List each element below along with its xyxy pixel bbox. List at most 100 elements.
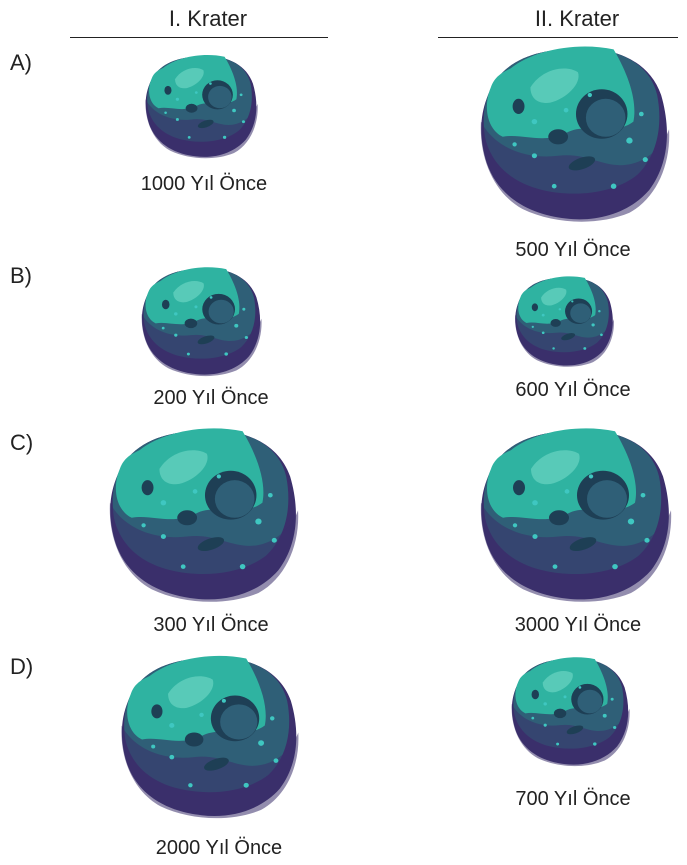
- rock-lower-shade: [511, 703, 630, 767]
- surface-dot: [209, 296, 213, 299]
- surface-dot: [242, 307, 246, 311]
- surface-dot: [169, 754, 175, 760]
- surface-dot: [613, 725, 617, 730]
- surface-dot: [558, 308, 562, 311]
- surface-dot: [583, 347, 587, 350]
- crater-pit-large-floor: [220, 704, 258, 740]
- surface-dot: [209, 82, 212, 85]
- crater-pit-edge: [531, 689, 539, 700]
- surface-dot: [531, 325, 534, 328]
- rock-lower-shade: [141, 313, 262, 377]
- surface-dot: [593, 742, 597, 746]
- surface-dot: [187, 136, 191, 139]
- crater-1-image-d: [121, 655, 299, 819]
- crater-2-image-b: [515, 276, 615, 367]
- crater-2-age-d: 700 Yıl Önce: [515, 788, 631, 810]
- surface-dot: [531, 153, 537, 159]
- crater-pit-slit: [197, 537, 225, 552]
- crater-pit-small: [550, 319, 561, 327]
- surface-dot: [199, 712, 204, 717]
- surface-dot: [241, 120, 246, 124]
- crater-pit-small: [548, 129, 569, 145]
- crater-pit-small: [184, 318, 198, 329]
- crater-pit-slit: [566, 725, 584, 735]
- crater-pit-slit: [561, 333, 576, 341]
- surface-dot: [141, 523, 146, 528]
- crater-1-image-a: [145, 55, 258, 159]
- rock-lower-shade: [109, 502, 299, 602]
- rock-highlight: [541, 287, 567, 306]
- surface-dot: [600, 333, 603, 336]
- surface-dot: [552, 347, 555, 350]
- surface-dot: [563, 695, 567, 699]
- surface-dot: [638, 111, 644, 117]
- crater-2-age-b: 600 Yıl Önce: [515, 379, 631, 401]
- surface-dot: [552, 564, 558, 569]
- surface-dot: [640, 492, 646, 498]
- surface-dot: [194, 305, 198, 309]
- rock-highlight: [173, 280, 204, 303]
- surface-dot: [512, 523, 518, 528]
- rock-highlight: [175, 67, 204, 89]
- surface-dot: [532, 500, 538, 506]
- option-letter-b: B): [10, 263, 32, 288]
- surface-dot: [512, 142, 517, 147]
- rock-lower-shade: [480, 121, 670, 222]
- surface-dot: [239, 564, 246, 570]
- crater-pit-edge: [151, 704, 163, 719]
- surface-dot: [587, 92, 593, 98]
- surface-dot: [169, 722, 175, 728]
- rock-highlight: [530, 68, 579, 103]
- surface-dot: [186, 352, 190, 356]
- rock-highlight: [159, 450, 208, 485]
- surface-dot: [192, 489, 198, 494]
- surface-dot: [543, 723, 547, 727]
- crater-2-age-a: 500 Yıl Önce: [515, 239, 631, 261]
- crater-pit-slit: [197, 119, 214, 129]
- crater-pit-large-floor: [208, 299, 234, 324]
- surface-dot: [556, 742, 560, 746]
- rock-lower-shade: [145, 99, 258, 159]
- surface-dot: [644, 537, 650, 543]
- surface-dot: [164, 111, 167, 114]
- surface-dot: [239, 93, 243, 97]
- column-header-crater-2: II. Krater: [534, 6, 620, 31]
- surface-dot: [160, 500, 167, 506]
- crater-1-age-b: 200 Yıl Önce: [153, 387, 269, 409]
- surface-dot: [271, 537, 277, 543]
- surface-dot: [232, 108, 236, 113]
- crater-pit-small: [549, 510, 569, 526]
- crater-pit-large-floor: [214, 480, 255, 518]
- surface-dot: [541, 313, 545, 317]
- surface-dot: [151, 744, 156, 749]
- surface-dot: [598, 310, 601, 313]
- surface-dot: [571, 300, 574, 303]
- option-letter-d: D): [10, 654, 34, 679]
- surface-dot: [255, 518, 262, 525]
- surface-dot: [258, 740, 265, 746]
- surface-dot: [175, 117, 179, 121]
- option-letter-c: C): [10, 430, 34, 455]
- surface-dot: [563, 107, 569, 113]
- rock-highlight: [168, 676, 214, 709]
- crater-1-age-c: 300 Yıl Önce: [153, 614, 269, 636]
- surface-dot: [541, 331, 545, 335]
- crater-pit-edge: [141, 480, 154, 496]
- surface-dot: [221, 698, 226, 703]
- surface-dot: [642, 157, 648, 163]
- surface-dot: [270, 716, 275, 721]
- surface-dot: [610, 697, 614, 701]
- surface-dot: [188, 783, 193, 788]
- crater-pit-slit: [197, 335, 215, 345]
- surface-dot: [612, 564, 618, 570]
- crater-pit-large-floor: [570, 303, 592, 323]
- crater-pit-large-floor: [208, 85, 232, 109]
- crater-pit-large-floor: [577, 689, 603, 714]
- crater-pit-slit: [569, 537, 597, 552]
- surface-dot: [244, 335, 248, 340]
- crater-pit-edge: [164, 85, 172, 95]
- surface-dot: [588, 474, 594, 479]
- rock-lower-shade: [121, 725, 299, 819]
- header-underline-2: [438, 37, 678, 38]
- crater-pit-slit: [204, 757, 229, 771]
